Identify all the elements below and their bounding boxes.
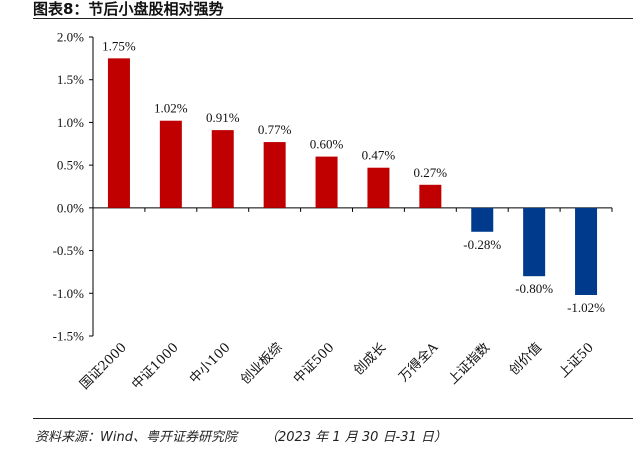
category-label: 中证1000 xyxy=(129,340,181,392)
source-text: 资料来源：Wind、粤开证券研究院 xyxy=(35,430,237,445)
y-tick-label: 2.0% xyxy=(57,30,84,45)
bar xyxy=(575,207,598,295)
data-label: 0.91% xyxy=(206,110,240,125)
y-tick-label: 1.5% xyxy=(57,72,84,87)
chart-bars xyxy=(107,58,598,295)
bar xyxy=(471,207,494,232)
title-rule xyxy=(33,18,633,19)
y-tick-label: 0.5% xyxy=(57,158,84,173)
y-tick-label: 1.0% xyxy=(57,115,84,130)
category-label: 国证2000 xyxy=(77,340,129,392)
bar xyxy=(419,184,442,208)
category-label: 上证50 xyxy=(556,340,597,381)
category-label: 中小100 xyxy=(187,340,234,387)
data-label: 0.47% xyxy=(362,148,396,163)
data-label: 0.77% xyxy=(258,122,292,137)
y-tick-label: -1.0% xyxy=(53,286,85,301)
category-label: 上证指数 xyxy=(446,340,493,387)
category-label: 创业板综 xyxy=(238,340,285,387)
source-note: 资料来源：Wind、粤开证券研究院 （2023 年 1 月 30 日-31 日） xyxy=(35,426,447,445)
bar xyxy=(107,58,130,208)
data-label: 0.27% xyxy=(414,165,448,180)
figure-title: 图表8：节后小盘股相对强势 xyxy=(33,0,224,18)
category-label: 创成长 xyxy=(351,340,389,378)
data-label: 0.60% xyxy=(310,137,344,152)
date-range: （2023 年 1 月 30 日-31 日） xyxy=(264,430,447,445)
source-rule xyxy=(33,418,633,419)
y-tick-label: -1.5% xyxy=(53,329,85,344)
chart-axes: 2.0% 1.5% 1.0% 0.5% 0.0% -0.5% -1.0% -1.5% xyxy=(53,30,613,344)
y-tick-label: 0.0% xyxy=(57,200,84,215)
category-label: 中证500 xyxy=(291,340,338,387)
y-tick-label: -0.5% xyxy=(53,243,85,258)
bar xyxy=(315,156,338,208)
bar xyxy=(263,142,286,208)
data-label: 1.75% xyxy=(102,38,136,53)
bar xyxy=(159,120,182,208)
data-label: 1.02% xyxy=(154,101,188,116)
bar xyxy=(211,130,234,208)
category-label: 创价值 xyxy=(506,340,545,379)
data-label: -0.28% xyxy=(463,237,501,252)
bar xyxy=(523,207,546,277)
category-label: 万得全A xyxy=(396,339,442,385)
bar-chart: 2.0% 1.5% 1.0% 0.5% 0.0% -0.5% -1.0% -1.5% 1.75… xyxy=(53,30,613,393)
data-label: -1.02% xyxy=(567,300,605,315)
data-label: -0.80% xyxy=(515,281,553,296)
bar xyxy=(367,167,390,208)
